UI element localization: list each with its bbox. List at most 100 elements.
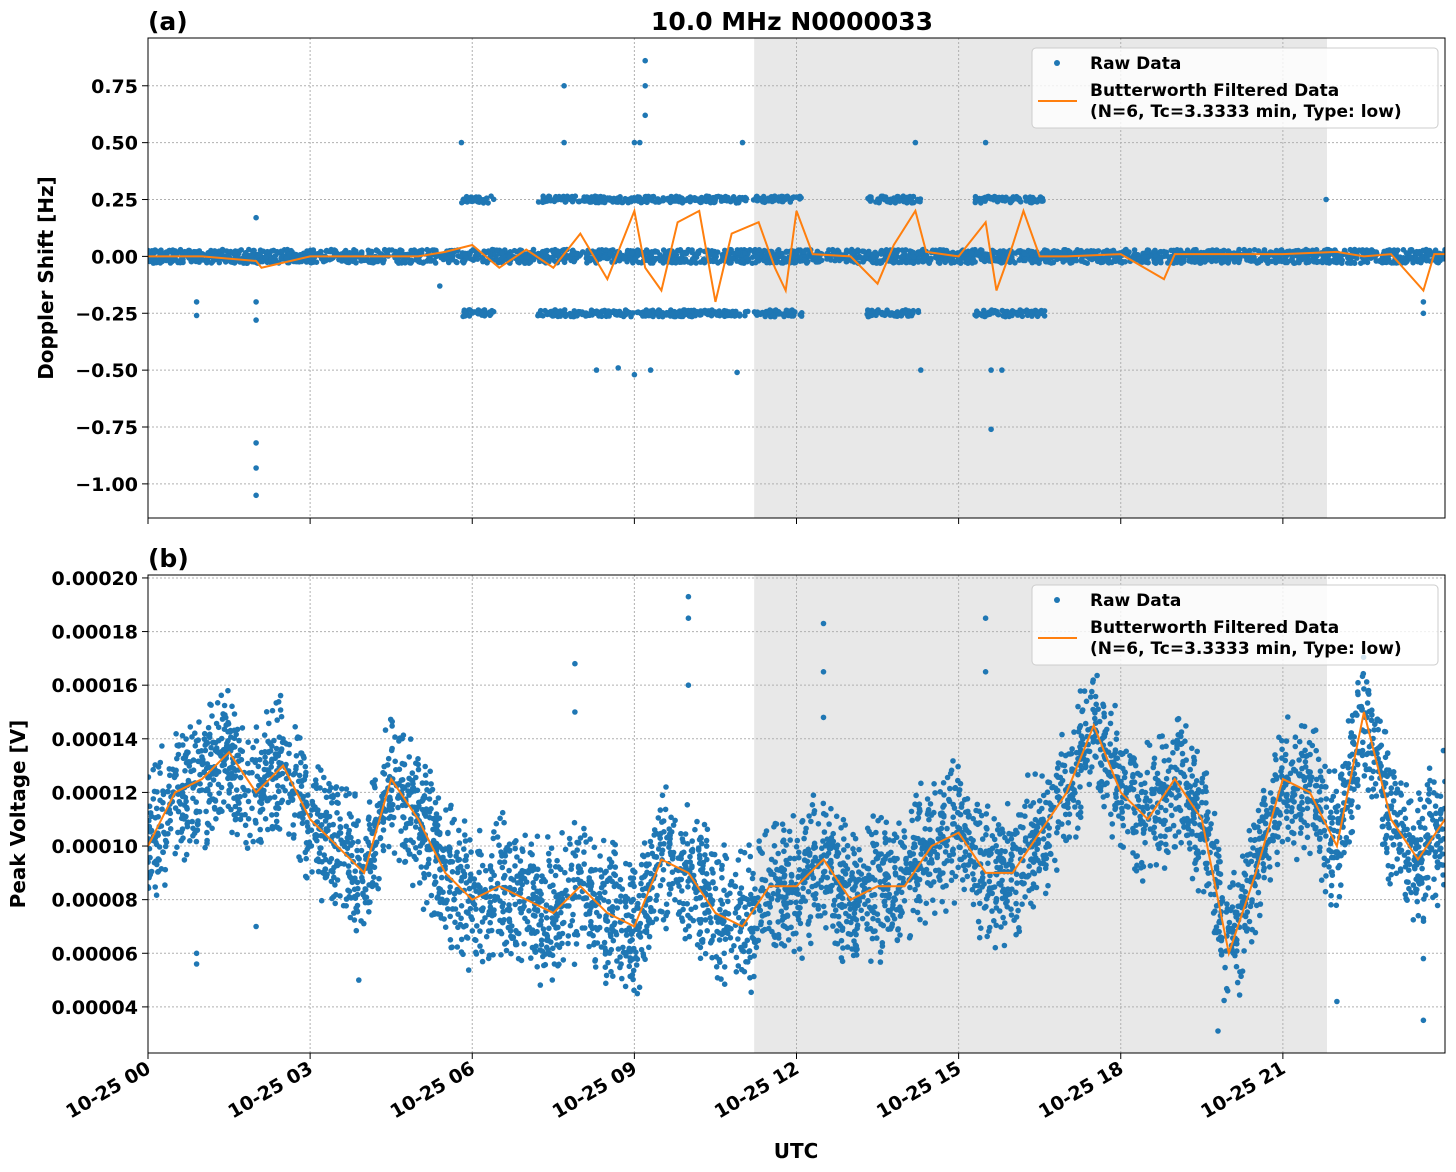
raw-point xyxy=(806,813,812,819)
raw-point xyxy=(804,247,811,253)
raw-point xyxy=(1089,256,1095,263)
raw-point xyxy=(545,309,552,316)
raw-point xyxy=(796,254,803,260)
raw-point xyxy=(671,250,678,256)
raw-point xyxy=(951,900,958,906)
raw-outlier-point xyxy=(593,367,600,373)
raw-point xyxy=(1291,830,1297,837)
raw-point xyxy=(1236,246,1242,253)
raw-point xyxy=(477,928,483,934)
raw-point xyxy=(648,250,655,256)
raw-point xyxy=(236,737,242,744)
raw-point xyxy=(290,822,297,828)
raw-point xyxy=(596,249,603,255)
raw-point xyxy=(762,253,768,260)
raw-point xyxy=(296,772,303,779)
raw-point xyxy=(434,895,441,901)
raw-point xyxy=(1073,834,1079,840)
raw-point xyxy=(915,259,922,265)
raw-point xyxy=(660,197,666,204)
raw-point xyxy=(554,308,561,315)
raw-outlier-point xyxy=(631,371,638,378)
raw-point xyxy=(1028,249,1034,256)
raw-point xyxy=(1139,878,1146,884)
raw-point xyxy=(1339,259,1345,265)
raw-point xyxy=(794,837,801,844)
raw-point xyxy=(1073,749,1080,756)
raw-outlier-point xyxy=(253,465,259,471)
raw-point xyxy=(1360,739,1366,746)
raw-point xyxy=(649,258,655,264)
y-tick-label: 0.00014 xyxy=(51,729,138,751)
raw-point xyxy=(736,311,743,318)
raw-point xyxy=(1093,701,1099,708)
raw-point xyxy=(660,867,667,873)
raw-point xyxy=(519,846,525,852)
raw-point xyxy=(1249,926,1255,933)
raw-point xyxy=(880,249,886,256)
raw-point xyxy=(211,248,218,254)
raw-point xyxy=(1354,248,1360,255)
raw-point xyxy=(433,253,440,260)
raw-point xyxy=(367,826,373,832)
raw-point xyxy=(253,724,260,730)
raw-point xyxy=(453,258,459,265)
raw-point xyxy=(909,817,915,824)
raw-point xyxy=(572,853,579,859)
raw-point xyxy=(479,862,486,869)
raw-point xyxy=(689,249,695,256)
raw-point xyxy=(882,839,889,846)
raw-point xyxy=(545,850,552,857)
raw-point xyxy=(607,250,613,257)
raw-point xyxy=(869,258,876,265)
raw-point xyxy=(588,194,595,200)
raw-point xyxy=(601,194,607,200)
raw-point xyxy=(694,818,700,825)
raw-point xyxy=(539,248,546,255)
raw-point xyxy=(1191,247,1197,253)
raw-point xyxy=(885,199,892,205)
raw-point xyxy=(440,252,447,258)
raw-point xyxy=(739,258,746,264)
raw-point xyxy=(904,258,910,265)
raw-point xyxy=(559,248,565,254)
raw-point xyxy=(458,936,465,943)
raw-point xyxy=(767,308,773,315)
raw-point xyxy=(892,864,898,871)
raw-point xyxy=(579,311,585,318)
raw-outlier-point xyxy=(999,367,1005,373)
raw-point xyxy=(843,247,850,254)
raw-outlier-point xyxy=(637,139,643,146)
raw-point xyxy=(669,311,676,317)
y-tick-label: −0.50 xyxy=(75,360,138,382)
raw-point xyxy=(517,247,523,253)
raw-point xyxy=(982,251,988,257)
raw-point xyxy=(499,250,505,257)
raw-point xyxy=(1163,249,1170,256)
raw-point xyxy=(1213,258,1219,264)
raw-point xyxy=(368,259,375,266)
raw-point xyxy=(220,247,226,253)
raw-point xyxy=(1101,249,1107,255)
raw-point xyxy=(823,812,829,818)
raw-point xyxy=(797,258,803,264)
y-tick-label: 0.75 xyxy=(91,76,138,98)
raw-point xyxy=(1111,257,1118,263)
raw-point xyxy=(427,258,433,264)
raw-point xyxy=(926,260,932,267)
y-tick-label: 0.00020 xyxy=(51,568,138,590)
raw-point xyxy=(1228,253,1234,260)
raw-point xyxy=(851,938,857,944)
raw-point xyxy=(614,905,621,911)
raw-point xyxy=(745,308,751,315)
raw-point xyxy=(1086,781,1093,788)
raw-point xyxy=(1153,862,1160,868)
raw-point xyxy=(1251,247,1258,253)
raw-point xyxy=(678,255,684,262)
raw-point xyxy=(601,199,608,206)
raw-point xyxy=(907,933,914,939)
raw-point xyxy=(262,816,269,822)
raw-point xyxy=(908,195,914,202)
raw-point xyxy=(1288,808,1295,815)
